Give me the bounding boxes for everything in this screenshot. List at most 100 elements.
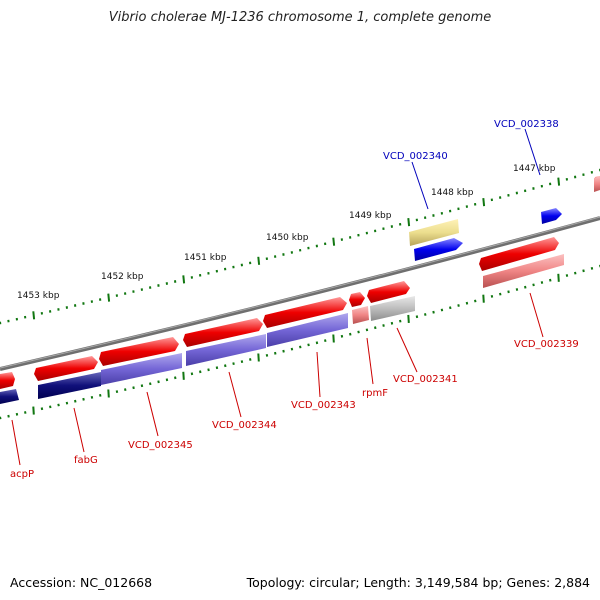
lower-minor-tick (499, 292, 502, 296)
gene-label-VCD_002340[interactable]: VCD_002340 (383, 151, 448, 162)
lower-minor-tick (7, 414, 10, 418)
lower-major-tick (557, 273, 560, 282)
lower-minor-tick (515, 288, 519, 291)
gene-reverse-fabG[interactable] (38, 372, 101, 399)
map-title: Vibrio cholerae MJ-1236 chromosome 1, co… (108, 10, 492, 25)
lower-minor-tick (432, 310, 435, 314)
ruler-label: 1447 kbp (513, 164, 556, 174)
lower-minor-tick (215, 366, 219, 370)
lower-minor-tick (57, 403, 60, 407)
gene-label-VCD_002341[interactable]: VCD_002341 (393, 374, 458, 385)
lower-minor-tick (190, 372, 194, 376)
gene-leader-lines (11, 128, 544, 466)
lower-minor-tick (24, 411, 27, 414)
lower-minor-tick (465, 301, 469, 305)
lower-minor-tick (74, 399, 77, 403)
gene-feature-VCD_002341[interactable] (367, 281, 410, 303)
lower-minor-tick (574, 271, 577, 275)
gene-feature-VCD_002343[interactable] (263, 297, 347, 328)
gene-feature-VCD_002338[interactable] (541, 208, 562, 224)
lower-major-tick (182, 371, 185, 380)
ruler-major-tick (182, 275, 186, 284)
lower-minor-tick (590, 266, 594, 270)
lower-minor-tick (165, 378, 169, 382)
reverse-strand-features (0, 313, 348, 404)
gene-reverse-VCD_002345[interactable] (101, 353, 182, 385)
lower-minor-tick (524, 285, 527, 289)
lower-minor-tick (374, 326, 377, 330)
lower-minor-tick (40, 407, 44, 411)
lower-major-tick (107, 389, 110, 398)
lower-minor-tick (565, 274, 569, 277)
lower-minor-tick (199, 370, 202, 374)
ruler-label: 1448 kbp (431, 188, 474, 198)
chromosome-backbone (0, 216, 600, 371)
ruler-label: 1452 kbp (101, 272, 144, 282)
gene-feature-VCD_002344[interactable] (183, 318, 263, 347)
gene-shade-right-edge (594, 176, 600, 192)
gene-reverse-acpP[interactable] (0, 389, 19, 404)
lower-minor-tick (290, 347, 294, 351)
ruler-label: 1451 kbp (184, 253, 227, 263)
lower-minor-tick (474, 299, 477, 303)
lower-minor-tick (549, 278, 552, 282)
ruler-label: 1453 kbp (17, 291, 60, 301)
ruler-ticks (0, 168, 600, 325)
lower-minor-tick (540, 281, 544, 284)
gene-feature-VCD_002345[interactable] (99, 337, 179, 366)
lower-major-tick (257, 353, 260, 362)
lower-major-tick (332, 334, 335, 343)
lower-minor-tick (15, 412, 19, 416)
ruler-major-tick (32, 311, 36, 320)
lower-minor-tick (132, 386, 135, 390)
lower-minor-tick (390, 321, 394, 325)
lower-minor-tick (415, 315, 419, 319)
lower-minor-tick (274, 351, 277, 355)
lower-minor-tick (365, 328, 369, 332)
gene-feature-fabG[interactable] (34, 356, 98, 381)
lower-minor-tick (357, 330, 360, 334)
gene-reverse-VCD_002344[interactable] (186, 334, 266, 366)
lower-minor-tick (232, 362, 235, 366)
gene-reverse-VCD_002343[interactable] (267, 313, 348, 347)
gene-label-VCD_002345[interactable]: VCD_002345 (128, 440, 193, 451)
lower-minor-tick (49, 405, 52, 409)
lower-minor-tick (90, 395, 94, 399)
gene-shade-VCD_002339 (483, 254, 564, 288)
gene-feature-VCD_002340[interactable] (414, 238, 463, 261)
lower-minor-tick (282, 349, 285, 353)
gene-label-VCD_002343[interactable]: VCD_002343 (291, 400, 356, 411)
lower-minor-tick (207, 368, 210, 372)
lower-minor-tick (115, 390, 119, 394)
lower-minor-tick (532, 283, 535, 287)
ruler-major-tick (107, 293, 111, 302)
gene-feature-acpP[interactable] (0, 372, 15, 389)
forward-strand-shade-row (352, 176, 600, 324)
ruler-major-tick (257, 256, 261, 265)
gene-shade-rpmF (352, 306, 369, 324)
lower-minor-tick (65, 401, 69, 405)
gene-label-VCD_002339[interactable]: VCD_002339 (514, 339, 579, 350)
topology-text: Topology: circular; Length: 3,149,584 bp… (246, 575, 590, 590)
gene-feature-VCD_002339[interactable] (479, 237, 559, 271)
gene-feature-rpmF[interactable] (349, 292, 365, 307)
gene-label-VCD_002344[interactable]: VCD_002344 (212, 420, 277, 431)
ruler-major-tick (407, 218, 411, 227)
lower-minor-tick (315, 341, 319, 345)
gene-label-VCD_002338[interactable]: VCD_002338 (494, 119, 559, 130)
lower-minor-tick (224, 364, 227, 368)
lower-minor-tick (449, 306, 452, 310)
forward-strand-features (0, 176, 600, 389)
lower-minor-tick (340, 334, 344, 338)
gene-feature-VCD_002340-yellow[interactable] (409, 219, 459, 246)
accession-text: Accession: NC_012668 (10, 575, 153, 590)
lower-minor-tick (157, 380, 160, 384)
gene-label-acpP[interactable]: acpP (10, 469, 34, 480)
gene-label-fabG[interactable]: fabG (74, 455, 98, 466)
lower-minor-tick (324, 339, 327, 343)
lower-minor-tick (140, 384, 144, 388)
ruler-major-tick (557, 177, 561, 186)
gene-label-rpmF[interactable]: rpmF (362, 388, 388, 399)
lower-minor-tick (299, 345, 302, 349)
